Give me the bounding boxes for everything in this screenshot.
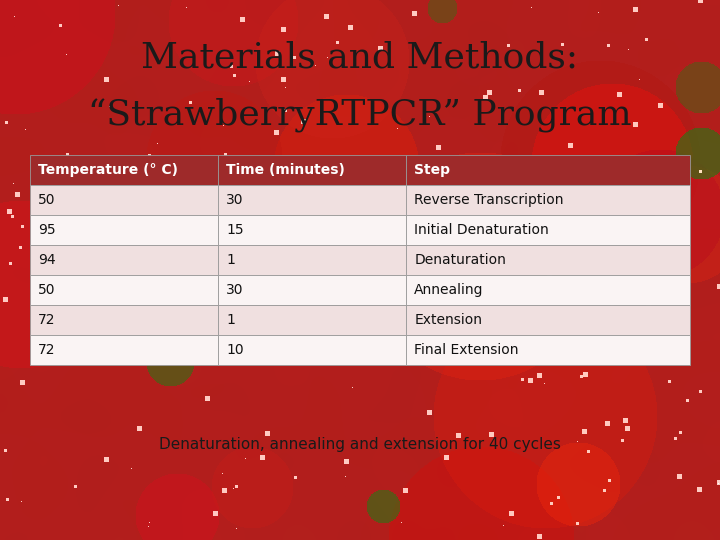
Text: Initial Denaturation: Initial Denaturation xyxy=(414,223,549,237)
Text: “StrawberryRTPCR” Program: “StrawberryRTPCR” Program xyxy=(88,98,632,132)
Bar xyxy=(218,335,406,365)
Text: Annealing: Annealing xyxy=(414,283,484,297)
Text: 94: 94 xyxy=(38,253,56,267)
Bar xyxy=(406,275,690,305)
Bar xyxy=(218,155,406,185)
Bar xyxy=(30,215,218,245)
Bar xyxy=(406,305,690,335)
Text: 50: 50 xyxy=(38,283,55,297)
Text: 72: 72 xyxy=(38,343,55,357)
Bar xyxy=(218,185,406,215)
Text: 30: 30 xyxy=(226,283,243,297)
Bar xyxy=(406,215,690,245)
Bar xyxy=(218,245,406,275)
Bar xyxy=(30,245,218,275)
Bar xyxy=(30,275,218,305)
Text: Denaturation: Denaturation xyxy=(414,253,506,267)
Bar xyxy=(30,335,218,365)
Text: 1: 1 xyxy=(226,253,235,267)
Bar xyxy=(30,185,218,215)
Text: Final Extension: Final Extension xyxy=(414,343,518,357)
Text: Extension: Extension xyxy=(414,313,482,327)
Bar xyxy=(218,215,406,245)
Text: Step: Step xyxy=(414,163,450,177)
Bar xyxy=(406,155,690,185)
Bar xyxy=(30,305,218,335)
Text: Temperature (° C): Temperature (° C) xyxy=(38,163,179,177)
Bar xyxy=(218,275,406,305)
Bar xyxy=(30,155,218,185)
Text: 10: 10 xyxy=(226,343,244,357)
Text: 15: 15 xyxy=(226,223,244,237)
Text: Denaturation, annealing and extension for 40 cycles: Denaturation, annealing and extension fo… xyxy=(159,437,561,453)
Text: 95: 95 xyxy=(38,223,56,237)
Text: Time (minutes): Time (minutes) xyxy=(226,163,345,177)
Bar xyxy=(406,335,690,365)
Bar xyxy=(406,185,690,215)
Text: 50: 50 xyxy=(38,193,55,207)
Bar xyxy=(406,245,690,275)
Text: 1: 1 xyxy=(226,313,235,327)
Text: 30: 30 xyxy=(226,193,243,207)
Text: 72: 72 xyxy=(38,313,55,327)
Bar xyxy=(218,305,406,335)
Text: Reverse Transcription: Reverse Transcription xyxy=(414,193,564,207)
Text: Materials and Methods:: Materials and Methods: xyxy=(141,41,579,75)
